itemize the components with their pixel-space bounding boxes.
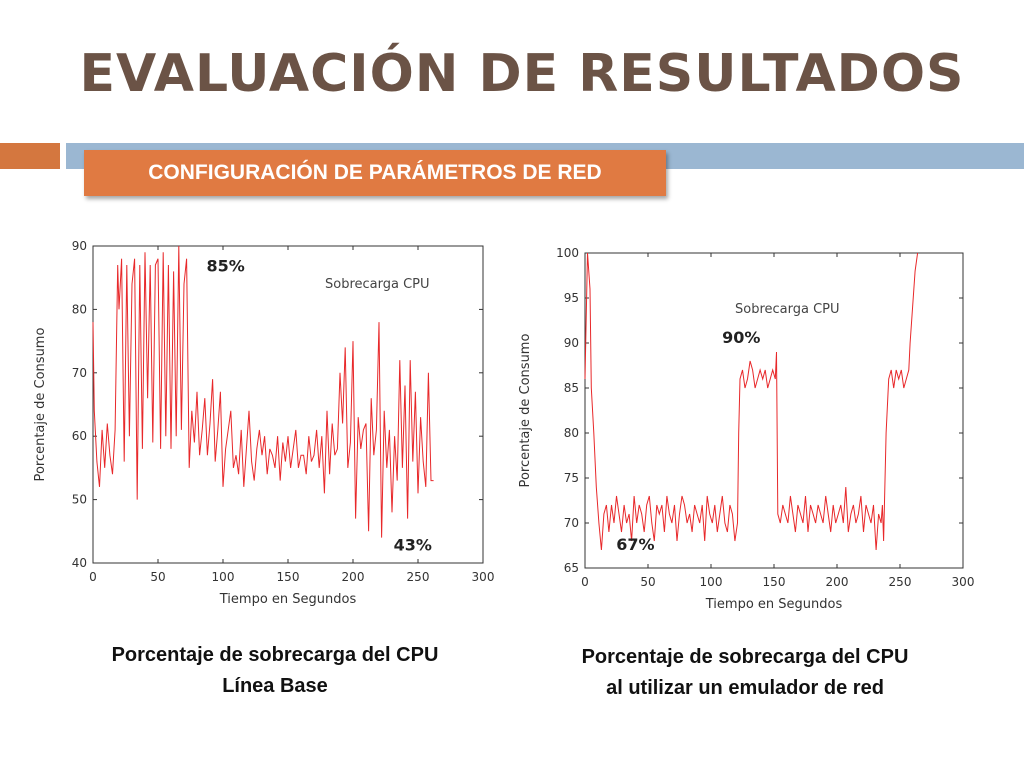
- value-annotation: 85%: [206, 256, 244, 275]
- legend-label: Sobrecarga CPU: [735, 302, 840, 317]
- x-tick-label: 100: [700, 575, 723, 589]
- y-tick-label: 80: [72, 302, 87, 316]
- y-axis-label: Porcentaje de Consumo: [33, 328, 48, 482]
- plot-frame: [92, 245, 484, 564]
- series-line: [584, 252, 919, 551]
- caption-emulator-line2: al utilizar un emulador de red: [606, 677, 884, 699]
- x-tick-label: 150: [763, 575, 786, 589]
- caption-baseline-line2: Línea Base: [222, 675, 328, 697]
- cpu-emulator-chart: 0 50 100 150 200 250 300 65 70 75 80 85 90 95 100 Tiemp…: [518, 246, 975, 612]
- x-tick-label: 250: [889, 575, 912, 589]
- value-annotation: 67%: [616, 535, 654, 554]
- x-tick-label: 300: [952, 575, 975, 589]
- y-tick-label: 95: [564, 291, 579, 305]
- y-tick-label: 85: [564, 381, 579, 395]
- y-tick-label: 100: [556, 246, 579, 260]
- y-tick-label: 90: [72, 239, 87, 253]
- value-annotation: 43%: [394, 535, 432, 554]
- caption-emulator: Porcentaje de sobrecarga del CPU al util…: [530, 642, 960, 704]
- caption-baseline: Porcentaje de sobrecarga del CPU Línea B…: [60, 640, 490, 702]
- x-axis-label: Tiempo en Segundos: [705, 597, 843, 612]
- y-tick-label: 70: [72, 366, 87, 380]
- x-tick-label: 150: [277, 570, 300, 584]
- x-tick-label: 300: [472, 570, 495, 584]
- y-tick-label: 90: [564, 336, 579, 350]
- plot-frame: [584, 252, 964, 569]
- y-tick-label: 50: [72, 493, 87, 507]
- x-tick-label: 250: [407, 570, 430, 584]
- section-subtitle: CONFIGURACIÓN DE PARÁMETROS DE RED: [84, 150, 666, 196]
- x-tick-label: 50: [150, 570, 165, 584]
- slide-title: EVALUACIÓN DE RESULTADOS: [79, 44, 965, 104]
- accent-bar-left: [0, 143, 60, 169]
- x-axis-label: Tiempo en Segundos: [219, 592, 357, 607]
- caption-baseline-line1: Porcentaje de sobrecarga del CPU: [111, 644, 439, 666]
- x-tick-label: 100: [212, 570, 235, 584]
- y-tick-label: 65: [564, 561, 579, 575]
- x-tick-label: 200: [342, 570, 365, 584]
- x-tick-label: 50: [640, 575, 655, 589]
- x-tick-label: 200: [826, 575, 849, 589]
- value-annotation: 90%: [722, 328, 760, 347]
- y-tick-label: 75: [564, 471, 579, 485]
- x-tick-label: 0: [89, 570, 97, 584]
- cpu-baseline-chart: 0 50 100 150 200 250 300 40 50 60 70 80 90 Tiempo en …: [33, 239, 495, 607]
- x-tick-label: 0: [581, 575, 589, 589]
- y-tick-label: 60: [72, 429, 87, 443]
- y-tick-label: 70: [564, 516, 579, 530]
- y-tick-label: 80: [564, 426, 579, 440]
- series-line: [92, 245, 434, 538]
- legend-label: Sobrecarga CPU: [325, 277, 430, 292]
- y-axis-label: Porcentaje de Consumo: [518, 334, 533, 488]
- y-tick-label: 40: [72, 556, 87, 570]
- caption-emulator-line1: Porcentaje de sobrecarga del CPU: [581, 646, 909, 668]
